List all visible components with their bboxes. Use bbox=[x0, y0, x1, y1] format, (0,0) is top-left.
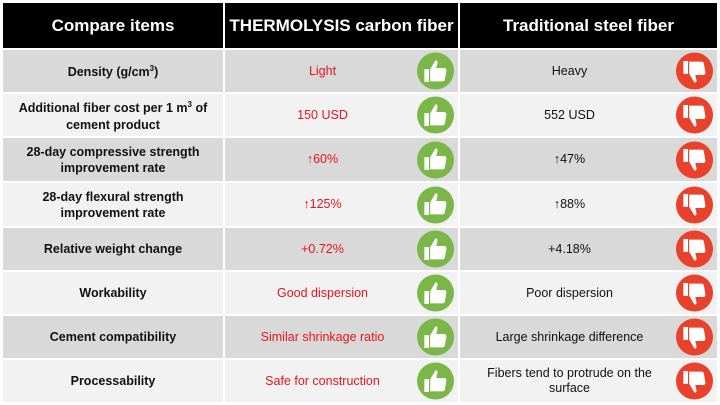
compare-item-label: Workability bbox=[3, 270, 225, 314]
thumbs-down-icon bbox=[676, 186, 713, 223]
table-row: Processability Safe for construction Fiber… bbox=[3, 358, 717, 402]
carbon-fiber-value: Safe for construction bbox=[225, 358, 460, 402]
carbon-fiber-value: 150 USD bbox=[225, 92, 460, 136]
thumbs-up-icon bbox=[417, 230, 454, 268]
thumbs-down-icon bbox=[676, 230, 713, 268]
compare-item-label: Relative weight change bbox=[3, 226, 225, 270]
compare-item-label: 28-day compressive strength improvement … bbox=[3, 136, 225, 181]
table-row: Additional fiber cost per 1 m3 of cement… bbox=[3, 92, 717, 136]
steel-fiber-value: 552 USD bbox=[460, 92, 717, 136]
thumbs-up-icon bbox=[417, 141, 454, 178]
steel-fiber-value: Heavy bbox=[460, 48, 717, 92]
steel-fiber-value: ↑47% bbox=[460, 136, 717, 181]
steel-fiber-value: +4.18% bbox=[460, 226, 717, 270]
table-row: Relative weight change +0.72% +4.18% bbox=[3, 226, 717, 270]
steel-fiber-value: Fibers tend to protrude on the surface bbox=[460, 358, 717, 402]
thumbs-down-icon bbox=[676, 274, 713, 312]
thumbs-down-icon bbox=[676, 141, 713, 178]
thumbs-up-icon bbox=[417, 96, 454, 134]
header-carbon-fiber: THERMOLYSIS carbon fiber bbox=[225, 3, 460, 48]
thumbs-down-icon bbox=[676, 362, 713, 400]
comparison-table: Compare items THERMOLYSIS carbon fiber T… bbox=[3, 3, 717, 402]
thumbs-up-icon bbox=[417, 362, 454, 400]
header-compare-items: Compare items bbox=[3, 3, 225, 48]
compare-item-label: Additional fiber cost per 1 m3 of cement… bbox=[3, 92, 225, 136]
compare-item-label: Cement compatibility bbox=[3, 314, 225, 358]
thumbs-down-icon bbox=[676, 52, 713, 90]
table-row: Cement compatibility Similar shrinkage ra… bbox=[3, 314, 717, 358]
header-steel-fiber: Traditional steel fiber bbox=[460, 3, 717, 48]
steel-fiber-value: Large shrinkage difference bbox=[460, 314, 717, 358]
carbon-fiber-value: Light bbox=[225, 48, 460, 92]
carbon-fiber-value: ↑125% bbox=[225, 181, 460, 226]
table-row: 28-day compressive strength improvement … bbox=[3, 136, 717, 181]
carbon-fiber-value: +0.72% bbox=[225, 226, 460, 270]
thumbs-down-icon bbox=[676, 96, 713, 134]
compare-item-label: Processability bbox=[3, 358, 225, 402]
thumbs-up-icon bbox=[417, 186, 454, 223]
steel-fiber-value: Poor dispersion bbox=[460, 270, 717, 314]
thumbs-up-icon bbox=[417, 318, 454, 356]
table-body: Density (g/cm3) Light Heavy Additional fibe… bbox=[3, 48, 717, 402]
table-row: Workability Good dispersion Poor dispersio… bbox=[3, 270, 717, 314]
thumbs-up-icon bbox=[417, 52, 454, 90]
carbon-fiber-value: Similar shrinkage ratio bbox=[225, 314, 460, 358]
table-row: 28-day flexural strength improvement rat… bbox=[3, 181, 717, 226]
thumbs-down-icon bbox=[676, 318, 713, 356]
compare-item-label: 28-day flexural strength improvement rat… bbox=[3, 181, 225, 226]
thumbs-up-icon bbox=[417, 274, 454, 312]
table-row: Density (g/cm3) Light Heavy bbox=[3, 48, 717, 92]
carbon-fiber-value: Good dispersion bbox=[225, 270, 460, 314]
steel-fiber-value: ↑88% bbox=[460, 181, 717, 226]
carbon-fiber-value: ↑60% bbox=[225, 136, 460, 181]
compare-item-label: Density (g/cm3) bbox=[3, 48, 225, 92]
table-header: Compare items THERMOLYSIS carbon fiber T… bbox=[3, 3, 717, 48]
